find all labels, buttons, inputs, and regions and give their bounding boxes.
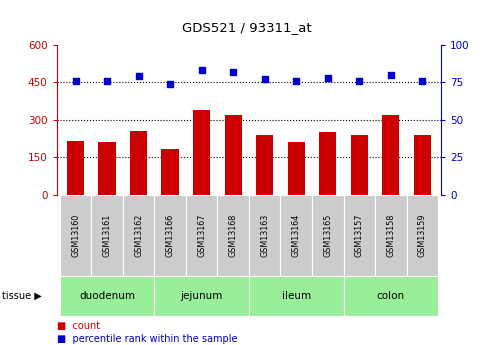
Text: colon: colon [377, 291, 405, 301]
Text: duodenum: duodenum [79, 291, 135, 301]
Point [261, 77, 269, 82]
Bar [67, 141, 84, 195]
Point [229, 69, 237, 75]
Bar [382, 115, 399, 195]
Bar [123, 195, 154, 276]
Text: GSM13161: GSM13161 [103, 214, 111, 257]
Text: GSM13160: GSM13160 [71, 214, 80, 257]
Text: GSM13164: GSM13164 [292, 214, 301, 257]
Bar [414, 135, 431, 195]
Text: GSM13167: GSM13167 [197, 214, 206, 257]
Bar [130, 131, 147, 195]
Bar [375, 195, 407, 276]
Point [71, 78, 79, 83]
Bar [224, 115, 242, 195]
Bar [256, 135, 274, 195]
Point [103, 78, 111, 83]
Bar [249, 195, 281, 276]
Text: GSM13158: GSM13158 [387, 214, 395, 257]
Bar [319, 132, 336, 195]
Text: GSM13162: GSM13162 [134, 214, 143, 257]
Bar [91, 195, 123, 276]
Bar [60, 195, 91, 276]
Text: GSM13165: GSM13165 [323, 214, 332, 257]
Point [292, 78, 300, 83]
Bar [344, 195, 375, 276]
Bar [249, 276, 344, 316]
Text: GSM13157: GSM13157 [355, 214, 364, 257]
Point [419, 78, 426, 83]
Text: ■  count: ■ count [57, 321, 100, 331]
Bar [193, 110, 211, 195]
Text: tissue ▶: tissue ▶ [2, 291, 42, 301]
Bar [162, 149, 179, 195]
Bar [154, 276, 249, 316]
Text: GSM13168: GSM13168 [229, 214, 238, 257]
Point [166, 81, 174, 87]
Bar [217, 195, 249, 276]
Bar [281, 195, 312, 276]
Bar [351, 135, 368, 195]
Bar [154, 195, 186, 276]
Bar [312, 195, 344, 276]
Text: GSM13166: GSM13166 [166, 214, 175, 257]
Point [198, 68, 206, 73]
Bar [407, 195, 438, 276]
Text: ileum: ileum [282, 291, 311, 301]
Text: jejunum: jejunum [180, 291, 223, 301]
Text: GDS521 / 93311_at: GDS521 / 93311_at [182, 21, 311, 34]
Bar [344, 276, 438, 316]
Point [135, 73, 142, 79]
Text: ■  percentile rank within the sample: ■ percentile rank within the sample [57, 334, 237, 344]
Bar [99, 142, 116, 195]
Text: GSM13159: GSM13159 [418, 214, 427, 257]
Text: GSM13163: GSM13163 [260, 214, 269, 257]
Bar [287, 142, 305, 195]
Point [355, 78, 363, 83]
Point [324, 75, 332, 81]
Bar [186, 195, 217, 276]
Point [387, 72, 395, 78]
Bar [60, 276, 154, 316]
